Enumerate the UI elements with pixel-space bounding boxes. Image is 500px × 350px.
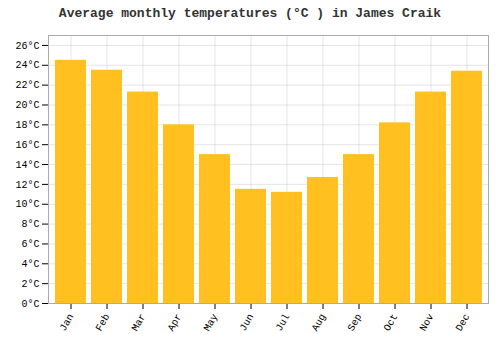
svg-text:Jun: Jun [238, 312, 257, 333]
svg-text:Nov: Nov [418, 312, 437, 333]
svg-text:Jul: Jul [274, 312, 293, 333]
svg-text:May: May [202, 312, 221, 333]
svg-text:14°C: 14°C [15, 160, 39, 171]
svg-text:4°C: 4°C [21, 259, 39, 270]
svg-text:Mar: Mar [130, 312, 149, 333]
html-text:Average monthly temperatures (: Average monthly temperatures (°C ) in Ja… [58, 6, 442, 21]
svg-text:Sep: Sep [346, 312, 365, 333]
svg-text:12°C: 12°C [15, 180, 39, 191]
svg-text:22°C: 22°C [15, 80, 39, 91]
svg-text:20°C: 20°C [15, 100, 39, 111]
svg-text:Dec: Dec [454, 312, 473, 333]
svg-text:Jan: Jan [58, 312, 77, 333]
svg-text:16°C: 16°C [15, 140, 39, 151]
svg-text:10°C: 10°C [15, 199, 39, 210]
svg-text:Oct: Oct [382, 312, 401, 333]
svg-text:18°C: 18°C [15, 120, 39, 131]
svg-text:8°C: 8°C [21, 219, 39, 230]
svg-text:Apr: Apr [166, 312, 185, 333]
svg-text:26°C: 26°C [15, 41, 39, 52]
svg-text:24°C: 24°C [15, 60, 39, 71]
svg-text:Aug: Aug [310, 312, 329, 333]
svg-text:6°C: 6°C [21, 239, 39, 250]
svg-text:Feb: Feb [94, 312, 113, 333]
svg-text:0°C: 0°C [21, 299, 39, 310]
svg-text:2°C: 2°C [21, 279, 39, 290]
